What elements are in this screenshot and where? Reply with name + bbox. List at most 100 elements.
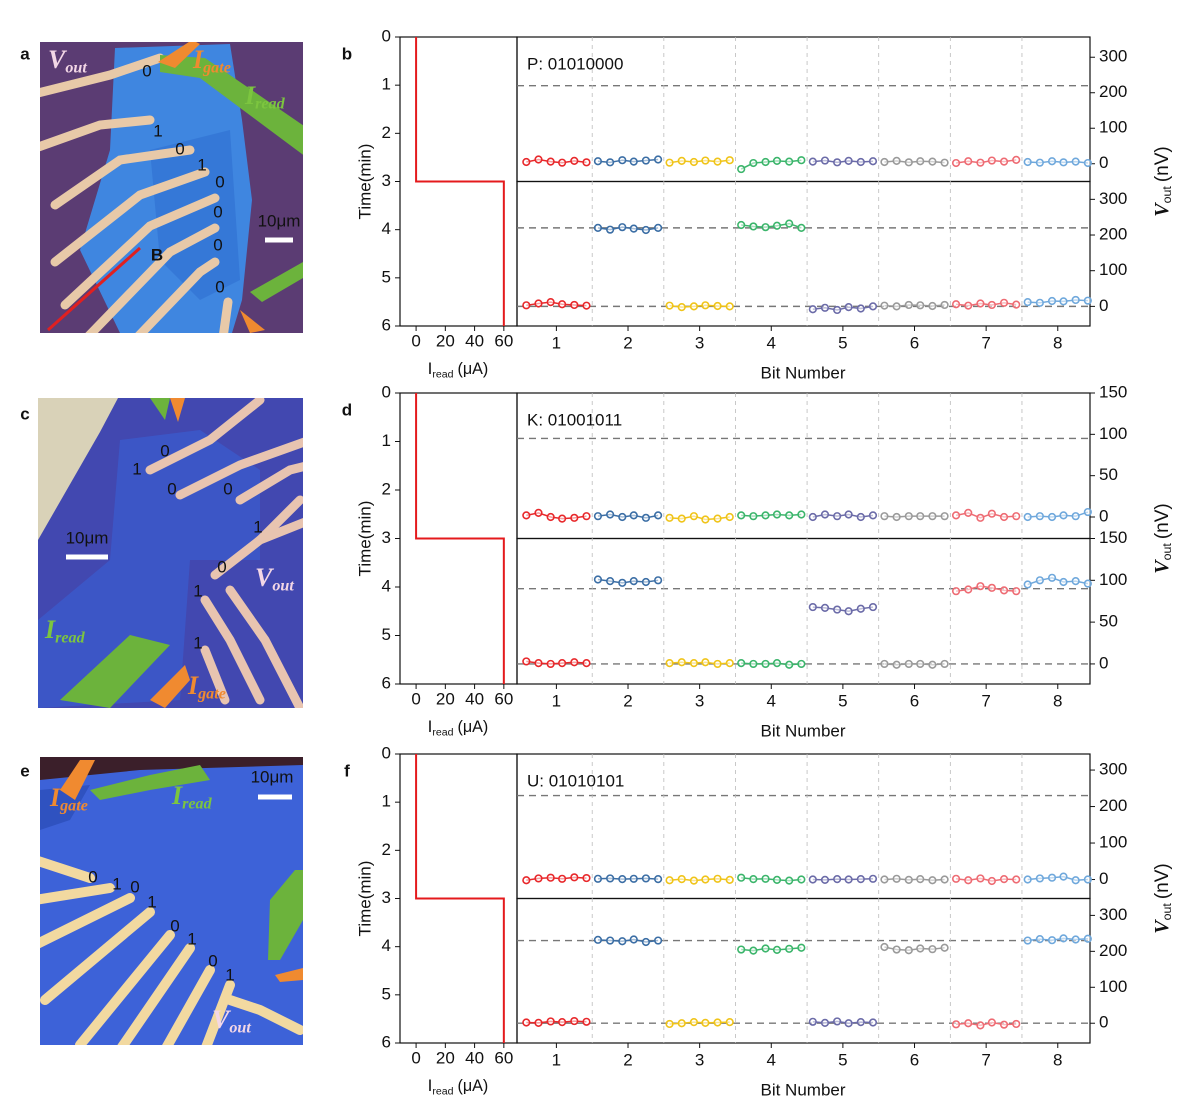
data-point	[904, 875, 913, 884]
data-point	[1023, 936, 1032, 945]
label-subscript: out	[272, 577, 294, 594]
data-point	[951, 587, 961, 596]
y-tick-label: 200	[1099, 225, 1127, 244]
data-point	[654, 936, 663, 945]
data-point	[761, 944, 770, 953]
y-tick-label: 300	[1099, 47, 1127, 66]
data-point	[987, 509, 996, 518]
y-tick-label: 300	[1099, 189, 1127, 208]
data-point	[808, 512, 817, 522]
data-point	[641, 937, 651, 947]
x-tick-label: 4	[767, 333, 776, 352]
x-tick-label: 20	[436, 689, 455, 708]
label-symbol: V	[1151, 202, 1173, 217]
data-point	[1071, 512, 1080, 521]
label-symbol: I	[187, 671, 199, 700]
data-point	[641, 577, 651, 587]
data-point	[785, 511, 794, 520]
data-point	[999, 1020, 1009, 1029]
data-point	[940, 659, 949, 669]
data-point	[951, 874, 961, 883]
data-point	[1083, 507, 1092, 517]
scale-bar-label: 10μm	[66, 528, 109, 547]
data-point	[880, 512, 889, 521]
data-point	[785, 219, 794, 228]
data-point	[1059, 577, 1068, 587]
data-point	[689, 302, 699, 311]
data-point	[1012, 512, 1021, 521]
bit-digit: 1	[112, 874, 121, 893]
data-point	[904, 300, 913, 310]
x-tick-label: 2	[623, 691, 632, 710]
data-point	[856, 157, 865, 167]
y-tick-label: 3	[382, 888, 391, 907]
data-point	[1035, 512, 1044, 521]
data-point	[892, 512, 901, 522]
data-point	[606, 936, 615, 945]
data-point	[570, 1016, 579, 1026]
data-point	[797, 223, 806, 232]
data-point	[892, 302, 901, 311]
data-point	[737, 945, 746, 954]
data-point	[558, 300, 567, 309]
data-point	[1071, 876, 1080, 885]
data-point	[713, 874, 722, 883]
y-tick-label: 1	[382, 75, 391, 94]
data-point	[976, 158, 985, 167]
marker-label: B	[151, 245, 163, 264]
bit-digit: 0	[215, 172, 224, 191]
x-tick-label: 20	[436, 1048, 455, 1067]
y-tick-label: 100	[1099, 833, 1127, 852]
panel-label: f	[344, 761, 350, 780]
data-point	[833, 605, 842, 614]
y-tick-label: 150	[1099, 382, 1127, 401]
data-point	[749, 512, 758, 521]
data-point	[808, 157, 817, 166]
data-point	[928, 301, 937, 311]
x-tick-label: 5	[838, 1050, 847, 1069]
data-point	[606, 577, 615, 586]
data-point	[856, 1018, 865, 1027]
terminal-label: Igate	[49, 783, 88, 814]
data-point	[570, 658, 579, 667]
label-unit: (nV)	[1152, 503, 1173, 539]
y-tick-label: 0	[382, 743, 391, 762]
data-point	[880, 157, 889, 167]
data-point	[868, 302, 878, 311]
data-point	[654, 511, 663, 520]
x-tick-label: 7	[981, 691, 990, 710]
data-point	[951, 300, 961, 309]
data-point	[904, 946, 913, 955]
bit-digit: 0	[217, 557, 226, 576]
data-point	[534, 658, 543, 668]
data-point	[701, 301, 710, 310]
data-point	[1012, 1019, 1021, 1029]
data-point	[1083, 158, 1092, 168]
data-point	[844, 302, 853, 312]
data-point	[976, 299, 985, 308]
x-tick-label: 7	[981, 1050, 990, 1069]
y-tick-label: 50	[1099, 465, 1118, 484]
label-symbol: V	[1151, 919, 1173, 934]
data-point	[1047, 296, 1057, 306]
data-point	[940, 512, 949, 521]
data-point	[976, 513, 985, 522]
data-point	[1059, 511, 1068, 520]
data-point	[964, 157, 973, 166]
terminal-label: Vout	[48, 45, 87, 76]
data-point	[892, 945, 901, 954]
data-point	[928, 876, 937, 885]
micrograph-e	[40, 757, 303, 1045]
y-tick-label: 5	[382, 984, 391, 1003]
data-point	[868, 511, 878, 520]
y-tick-label: 4	[382, 576, 391, 595]
data-point	[629, 224, 638, 233]
data-point	[558, 658, 567, 668]
data-point	[534, 155, 543, 164]
data-point	[713, 659, 722, 669]
data-point	[940, 875, 949, 884]
current-line	[415, 393, 505, 684]
data-point	[534, 299, 543, 308]
